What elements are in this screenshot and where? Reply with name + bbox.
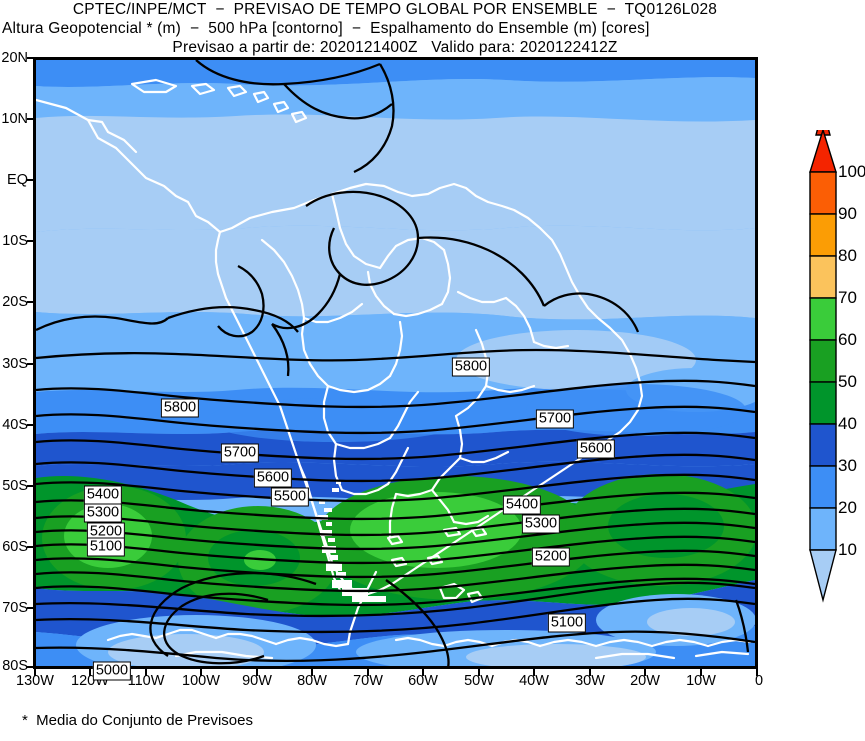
x-tick-10W [700, 669, 702, 676]
contour-label: 5100 [86, 537, 126, 557]
y-tick-label-10N: 10N [1, 111, 28, 127]
contour-label: 5400 [502, 495, 542, 515]
footnote: * Media do Conjunto de Previsoes [22, 712, 253, 729]
y-tick-20N [27, 57, 34, 59]
y-tick-label-60S: 60S [2, 539, 28, 555]
y-tick-label-20N: 20N [1, 50, 28, 66]
x-tick-label-50W: 50W [464, 673, 494, 689]
contour-label: 5100 [547, 613, 587, 633]
x-tick-60W [422, 669, 424, 676]
chart-title-line-3: Previsao a partir de: 2020121400Z Valido… [172, 39, 618, 56]
colorbar-tick-80: 80 [838, 246, 857, 265]
colorbar-svg [809, 105, 837, 603]
y-tick-label-EQ: EQ [7, 172, 28, 188]
contour-label: 5800 [160, 398, 200, 418]
colorbar-tick-90: 90 [838, 204, 857, 223]
y-tick-label-50S: 50S [2, 478, 28, 494]
contour-label: 5700 [535, 409, 575, 429]
x-tick-100W [200, 669, 202, 676]
x-tick-120W [89, 669, 91, 676]
y-tick-10S [27, 240, 34, 242]
x-tick-70W [367, 669, 369, 676]
contour-label: 5300 [83, 503, 123, 523]
x-tick-label-70W: 70W [353, 673, 383, 689]
y-tick-80S [27, 666, 34, 668]
contour-label: 5600 [576, 439, 616, 459]
x-tick-50W [478, 669, 480, 676]
chart-title-line-2: Altura Geopotencial * (m) − 500 hPa [con… [2, 20, 650, 37]
x-tick-label-60W: 60W [408, 673, 438, 689]
y-tick-20S [27, 301, 34, 303]
colorbar-tick-10: 10 [838, 540, 857, 559]
colorbar-tick-40: 40 [838, 414, 857, 433]
colorbar-tick-20: 20 [838, 498, 857, 517]
x-tick-110W [145, 669, 147, 676]
y-tick-label-40S: 40S [2, 417, 28, 433]
contour-label: 5600 [253, 468, 293, 488]
x-tick-label-110W: 110W [127, 673, 165, 689]
y-tick-60S [27, 546, 34, 548]
x-tick-30W [589, 669, 591, 676]
colorbar: 100 90 80 70 60 50 40 30 20 10 [800, 105, 865, 610]
contour-label: 5700 [220, 443, 260, 463]
y-tick-40S [27, 424, 34, 426]
contour-label: 5200 [531, 547, 571, 567]
colorbar-tick-70: 70 [838, 288, 857, 307]
x-tick-90W [256, 669, 258, 676]
y-tick-label-80S: 80S [2, 658, 28, 674]
x-tick-label-100W: 100W [182, 673, 220, 689]
x-tick-label-90W: 90W [242, 673, 272, 689]
y-tick-label-20S: 20S [2, 294, 28, 310]
x-tick-label-0: 0 [754, 673, 764, 689]
y-tick-10N [27, 118, 34, 120]
y-tick-30S [27, 363, 34, 365]
x-tick-label-130W: 130W [16, 673, 54, 689]
colorbar-tick-50: 50 [838, 372, 857, 391]
y-tick-label-70S: 70S [2, 600, 28, 616]
map-plot-area [33, 57, 758, 669]
contour-label: 5800 [451, 357, 491, 377]
x-tick-label-30W: 30W [575, 673, 605, 689]
contour-label: 5000 [92, 661, 132, 681]
x-tick-label-10W: 10W [686, 673, 716, 689]
x-tick-80W [311, 669, 313, 676]
y-tick-label-30S: 30S [2, 356, 28, 372]
y-tick-50S [27, 485, 34, 487]
x-tick-130W [34, 669, 36, 676]
contour-label: 5200 [86, 522, 126, 542]
y-tick-label-10S: 10S [2, 233, 28, 249]
x-tick-40W [533, 669, 535, 676]
x-tick-20W [644, 669, 646, 676]
y-tick-70S [27, 607, 34, 609]
colorbar-tick-100: 100 [838, 162, 865, 181]
colorbar-tick-30: 30 [838, 456, 857, 475]
colorbar-tick-60: 60 [838, 330, 857, 349]
x-tick-0 [756, 669, 758, 676]
x-tick-label-20W: 20W [630, 673, 660, 689]
x-tick-label-80W: 80W [297, 673, 327, 689]
title-block: CPTEC/INPE/MCT − PREVISAO DE TEMPO GLOBA… [0, 0, 790, 57]
x-tick-label-40W: 40W [519, 673, 549, 689]
contour-label: 5400 [83, 485, 123, 505]
contour-label: 5300 [521, 514, 561, 534]
contour-label: 5500 [270, 487, 310, 507]
chart-title-line-1: CPTEC/INPE/MCT − PREVISAO DE TEMPO GLOBA… [72, 1, 718, 18]
y-tick-EQ [27, 179, 34, 181]
